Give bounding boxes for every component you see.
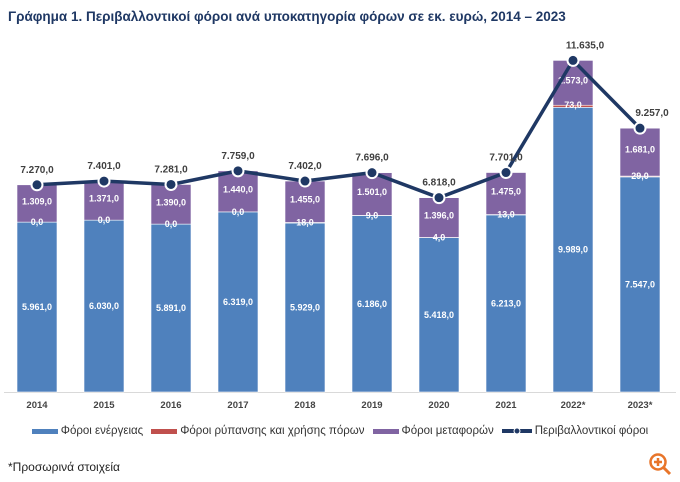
bar-segment-energy: [552, 107, 594, 393]
data-label-pollution: 0,0: [98, 215, 111, 225]
chart-title: Γράφημα 1. Περιβαλλοντικοί φόροι ανά υπο…: [8, 9, 566, 24]
data-label-total: 6.818,0: [422, 178, 456, 189]
data-label-transport: 1.501,0: [357, 187, 387, 197]
bar-segment-energy: [16, 221, 58, 393]
total-point: [164, 177, 178, 191]
x-tick-label: 2021: [495, 400, 517, 411]
total-point: [566, 53, 580, 67]
x-tick-label: 2022*: [561, 400, 586, 411]
data-label-total: 7.759,0: [221, 151, 255, 162]
bar-segment-energy: [351, 215, 393, 393]
data-label-energy: 5.891,0: [156, 303, 186, 313]
data-label-energy: 9.989,0: [558, 245, 588, 255]
data-label-total: 7.402,0: [288, 161, 322, 172]
total-point: [365, 166, 379, 180]
data-label-transport: 1.390,0: [156, 197, 186, 207]
total-point: [499, 166, 513, 180]
data-label-total: 7.270,0: [20, 165, 54, 176]
bar-segment-transport: [619, 127, 661, 177]
total-point: [231, 164, 245, 178]
data-label-transport: 1.681,0: [625, 145, 655, 155]
chart-plot: 5.961,0 0,0 1.309,0 2014 6.030,0 0,0 1.371,0 20…: [4, 40, 676, 411]
bar-segment-energy: [284, 222, 326, 393]
bar-segment-energy: [83, 219, 125, 393]
bar-segment-transport: [217, 170, 259, 213]
legend-item-energy: Φόροι ενέργειας: [31, 425, 144, 437]
total-point: [97, 174, 111, 188]
bar-segment-energy: [150, 223, 192, 393]
data-label-total: 7.696,0: [355, 153, 389, 164]
legend-item-pollution: Φόροι ρύπανσης και χρήσης πόρων: [151, 425, 365, 437]
x-tick-label: 2019: [361, 400, 382, 411]
data-label-energy: 5.418,0: [424, 310, 454, 320]
legend-label: Φόροι ρύπανσης και χρήσης πόρων: [180, 425, 365, 437]
data-label-energy: 6.319,0: [223, 297, 253, 307]
total-line: [36, 58, 642, 200]
data-label-total: 7.281,0: [154, 164, 188, 175]
bar-segment-energy: [619, 176, 661, 393]
bar-segment-transport: [284, 180, 326, 223]
legend-item-transport: Φόροι μεταφορών: [372, 425, 494, 437]
data-label-transport: 1.573,0: [558, 76, 588, 86]
legend-swatch: [151, 428, 178, 434]
bar-segment-transport: [83, 180, 125, 221]
data-label-transport: 1.475,0: [491, 186, 521, 196]
total-point: [633, 121, 647, 135]
legend-label: Περιβαλλοντικοί φόροι: [534, 425, 649, 437]
data-label-energy: 5.961,0: [22, 302, 52, 312]
data-label-pollution: 4,0: [433, 232, 446, 242]
zoom-in-icon[interactable]: [648, 452, 672, 476]
bar-segment-transport: [485, 172, 527, 215]
data-label-pollution: 0,0: [165, 219, 178, 229]
x-tick-label: 2015: [93, 400, 115, 411]
legend-label: Φόροι μεταφορών: [401, 425, 494, 437]
data-label-energy: 6.213,0: [491, 298, 521, 308]
data-label-transport: 1.440,0: [223, 184, 253, 194]
data-label-pollution: 13,0: [497, 210, 515, 220]
footnote: *Προσωρινά στοιχεία: [8, 460, 120, 474]
x-tick-label: 2020: [428, 400, 449, 411]
legend-item-total: Περιβαλλοντικοί φόροι: [501, 425, 649, 437]
x-tick-label: 2023*: [628, 400, 653, 411]
data-label-energy: 7.547,0: [625, 279, 655, 289]
legend-swatch: [31, 428, 58, 434]
data-label-energy: 5.929,0: [290, 303, 320, 313]
data-label-transport: 1.371,0: [89, 194, 119, 204]
legend: Φόροι ενέργειας Φόροι ρύπανσης και χρήση…: [0, 425, 680, 437]
data-label-pollution: 0,0: [232, 207, 245, 217]
total-point: [298, 174, 312, 188]
x-tick-label: 2014: [26, 400, 48, 411]
data-label-transport: 1.396,0: [424, 211, 454, 221]
data-label-pollution: 73,0: [564, 100, 582, 110]
data-label-pollution: 18,0: [296, 218, 314, 228]
data-label-transport: 1.309,0: [22, 197, 52, 207]
data-label-energy: 6.030,0: [89, 301, 119, 311]
data-label-total: 7.401,0: [87, 161, 121, 172]
data-label-pollution: 9,0: [366, 210, 379, 220]
bar-segment-transport: [351, 172, 393, 216]
x-tick-label: 2017: [227, 400, 248, 411]
bar-segment-energy: [418, 237, 460, 393]
data-label-transport: 1.455,0: [290, 195, 320, 205]
bar-segment-transport: [418, 197, 460, 238]
data-label-energy: 6.186,0: [357, 299, 387, 309]
bar-segment-energy: [485, 214, 527, 393]
total-point: [432, 191, 446, 205]
x-tick-label: 2016: [160, 400, 181, 411]
data-label-total: 11.635,0: [566, 40, 605, 51]
total-point: [30, 178, 44, 192]
data-label-pollution: 0,0: [31, 217, 44, 227]
legend-line-marker: [501, 427, 532, 435]
bar-segment-energy: [217, 211, 259, 393]
x-tick-label: 2018: [294, 400, 315, 411]
data-label-total: 9.257,0: [635, 108, 669, 119]
bar-segment-transport: [150, 184, 192, 225]
data-label-pollution: 29,0: [631, 171, 649, 181]
data-label-total: 7.701,0: [489, 153, 523, 164]
legend-swatch: [372, 428, 399, 434]
legend-label: Φόροι ενέργειας: [60, 425, 144, 437]
